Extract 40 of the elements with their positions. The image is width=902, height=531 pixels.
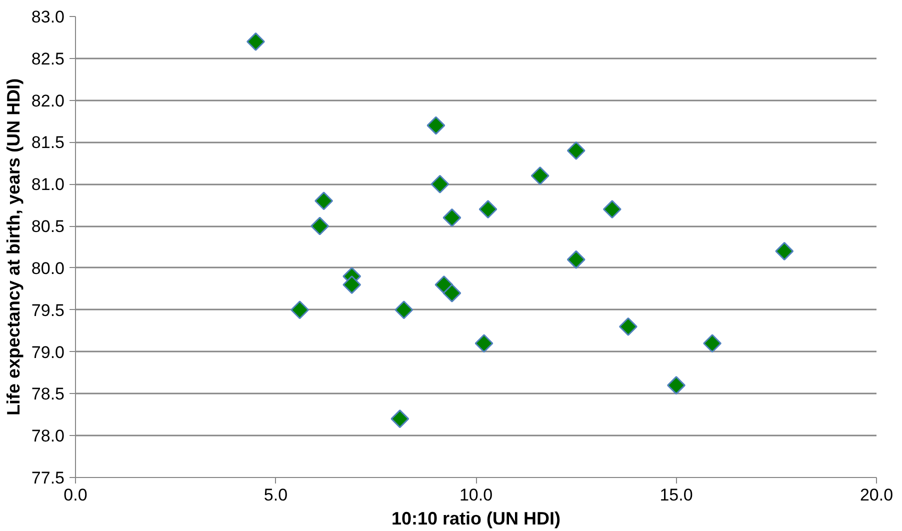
y-tick-label: 80.0 bbox=[31, 258, 65, 278]
point bbox=[602, 200, 622, 219]
y-tick-label: 82.5 bbox=[31, 49, 65, 68]
point bbox=[442, 284, 462, 302]
point bbox=[618, 317, 638, 336]
point bbox=[314, 192, 334, 210]
point bbox=[342, 275, 362, 294]
point bbox=[290, 300, 310, 320]
y-tick-label: 82.0 bbox=[31, 91, 65, 110]
point bbox=[703, 334, 722, 353]
point bbox=[775, 242, 794, 260]
point bbox=[442, 208, 462, 227]
y-tick-label: 80.5 bbox=[31, 217, 65, 236]
y-tick-label: 79.0 bbox=[31, 342, 65, 362]
point bbox=[394, 300, 414, 320]
y-tick-label: 83.0 bbox=[31, 8, 65, 26]
point bbox=[474, 334, 494, 353]
point bbox=[430, 174, 450, 194]
point bbox=[426, 116, 446, 135]
y-tick-label: 78.0 bbox=[31, 426, 65, 446]
point bbox=[478, 200, 498, 219]
point bbox=[246, 32, 265, 51]
y-tick-label: 81.5 bbox=[31, 133, 65, 152]
point bbox=[390, 410, 410, 428]
x-axis-title: 10:10 ratio (UN HDI) bbox=[391, 508, 561, 528]
x-tick-label: 10.0 bbox=[459, 486, 493, 504]
y-tick-label: 79.5 bbox=[31, 300, 65, 320]
y-tick-label: 81.0 bbox=[31, 175, 65, 194]
point bbox=[530, 166, 550, 185]
x-tick-label: 15.0 bbox=[660, 486, 693, 504]
x-tick-label: 5.0 bbox=[264, 486, 288, 504]
x-tick-label: 20.0 bbox=[860, 486, 894, 504]
point bbox=[566, 141, 586, 160]
point bbox=[667, 376, 686, 395]
y-tick-label: 78.5 bbox=[31, 384, 65, 404]
y-axis-title: Life expectancy at birth, years (UN HDI) bbox=[3, 78, 24, 416]
x-tick-label: 0.0 bbox=[64, 486, 88, 504]
point bbox=[566, 250, 586, 269]
point bbox=[310, 216, 330, 236]
y-tick-label: 77.5 bbox=[31, 468, 65, 488]
